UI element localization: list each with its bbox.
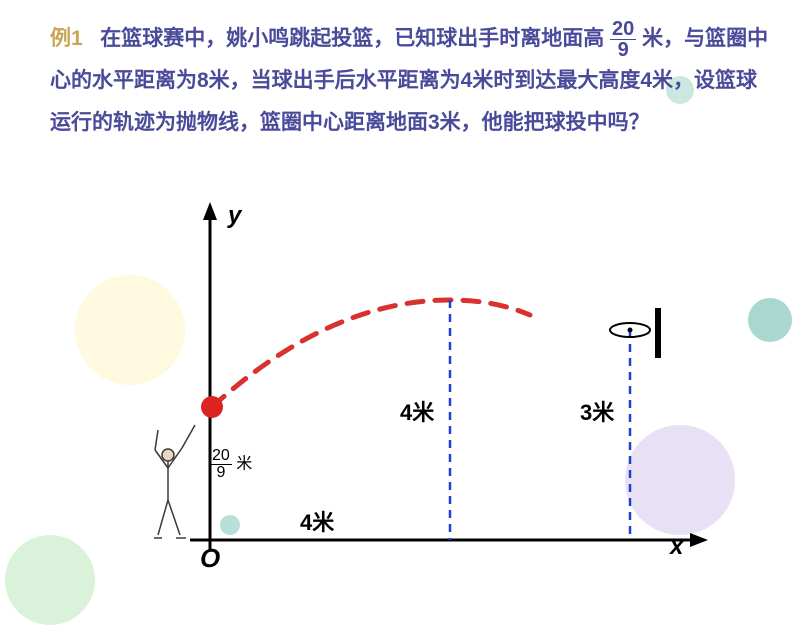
label-3m-vertical: 3米 <box>580 395 614 427</box>
release-height-label: 20 9 米 <box>210 448 252 481</box>
problem-text: 例1 在篮球赛中，姚小鸣跳起投篮，已知球出手时离地面高 20 9 米，与篮圈中心… <box>50 18 770 144</box>
x-axis-label: x <box>670 533 683 561</box>
ball-icon <box>201 396 223 418</box>
diagram-svg <box>100 200 740 580</box>
origin-label: O <box>200 543 220 574</box>
player-figure <box>154 425 195 538</box>
x-axis-arrow <box>690 533 708 547</box>
fraction-20-9: 20 9 <box>610 19 636 60</box>
example-label: 例1 <box>50 27 83 50</box>
decor-circle <box>748 298 792 342</box>
label-4m-horizontal: 4米 <box>300 505 334 537</box>
label-4m-vertical: 4米 <box>400 395 434 427</box>
y-axis-label: y <box>228 202 241 230</box>
trajectory-parabola <box>212 300 530 407</box>
diagram: y x O 20 9 米 4米 4米 3米 <box>100 200 740 580</box>
y-axis-arrow <box>203 202 217 220</box>
hoop-center-dot <box>628 328 633 333</box>
decor-circle <box>5 535 95 625</box>
problem-t1: 在篮球赛中，姚小鸣跳起投篮，已知球出手时离地面高 <box>100 27 604 50</box>
